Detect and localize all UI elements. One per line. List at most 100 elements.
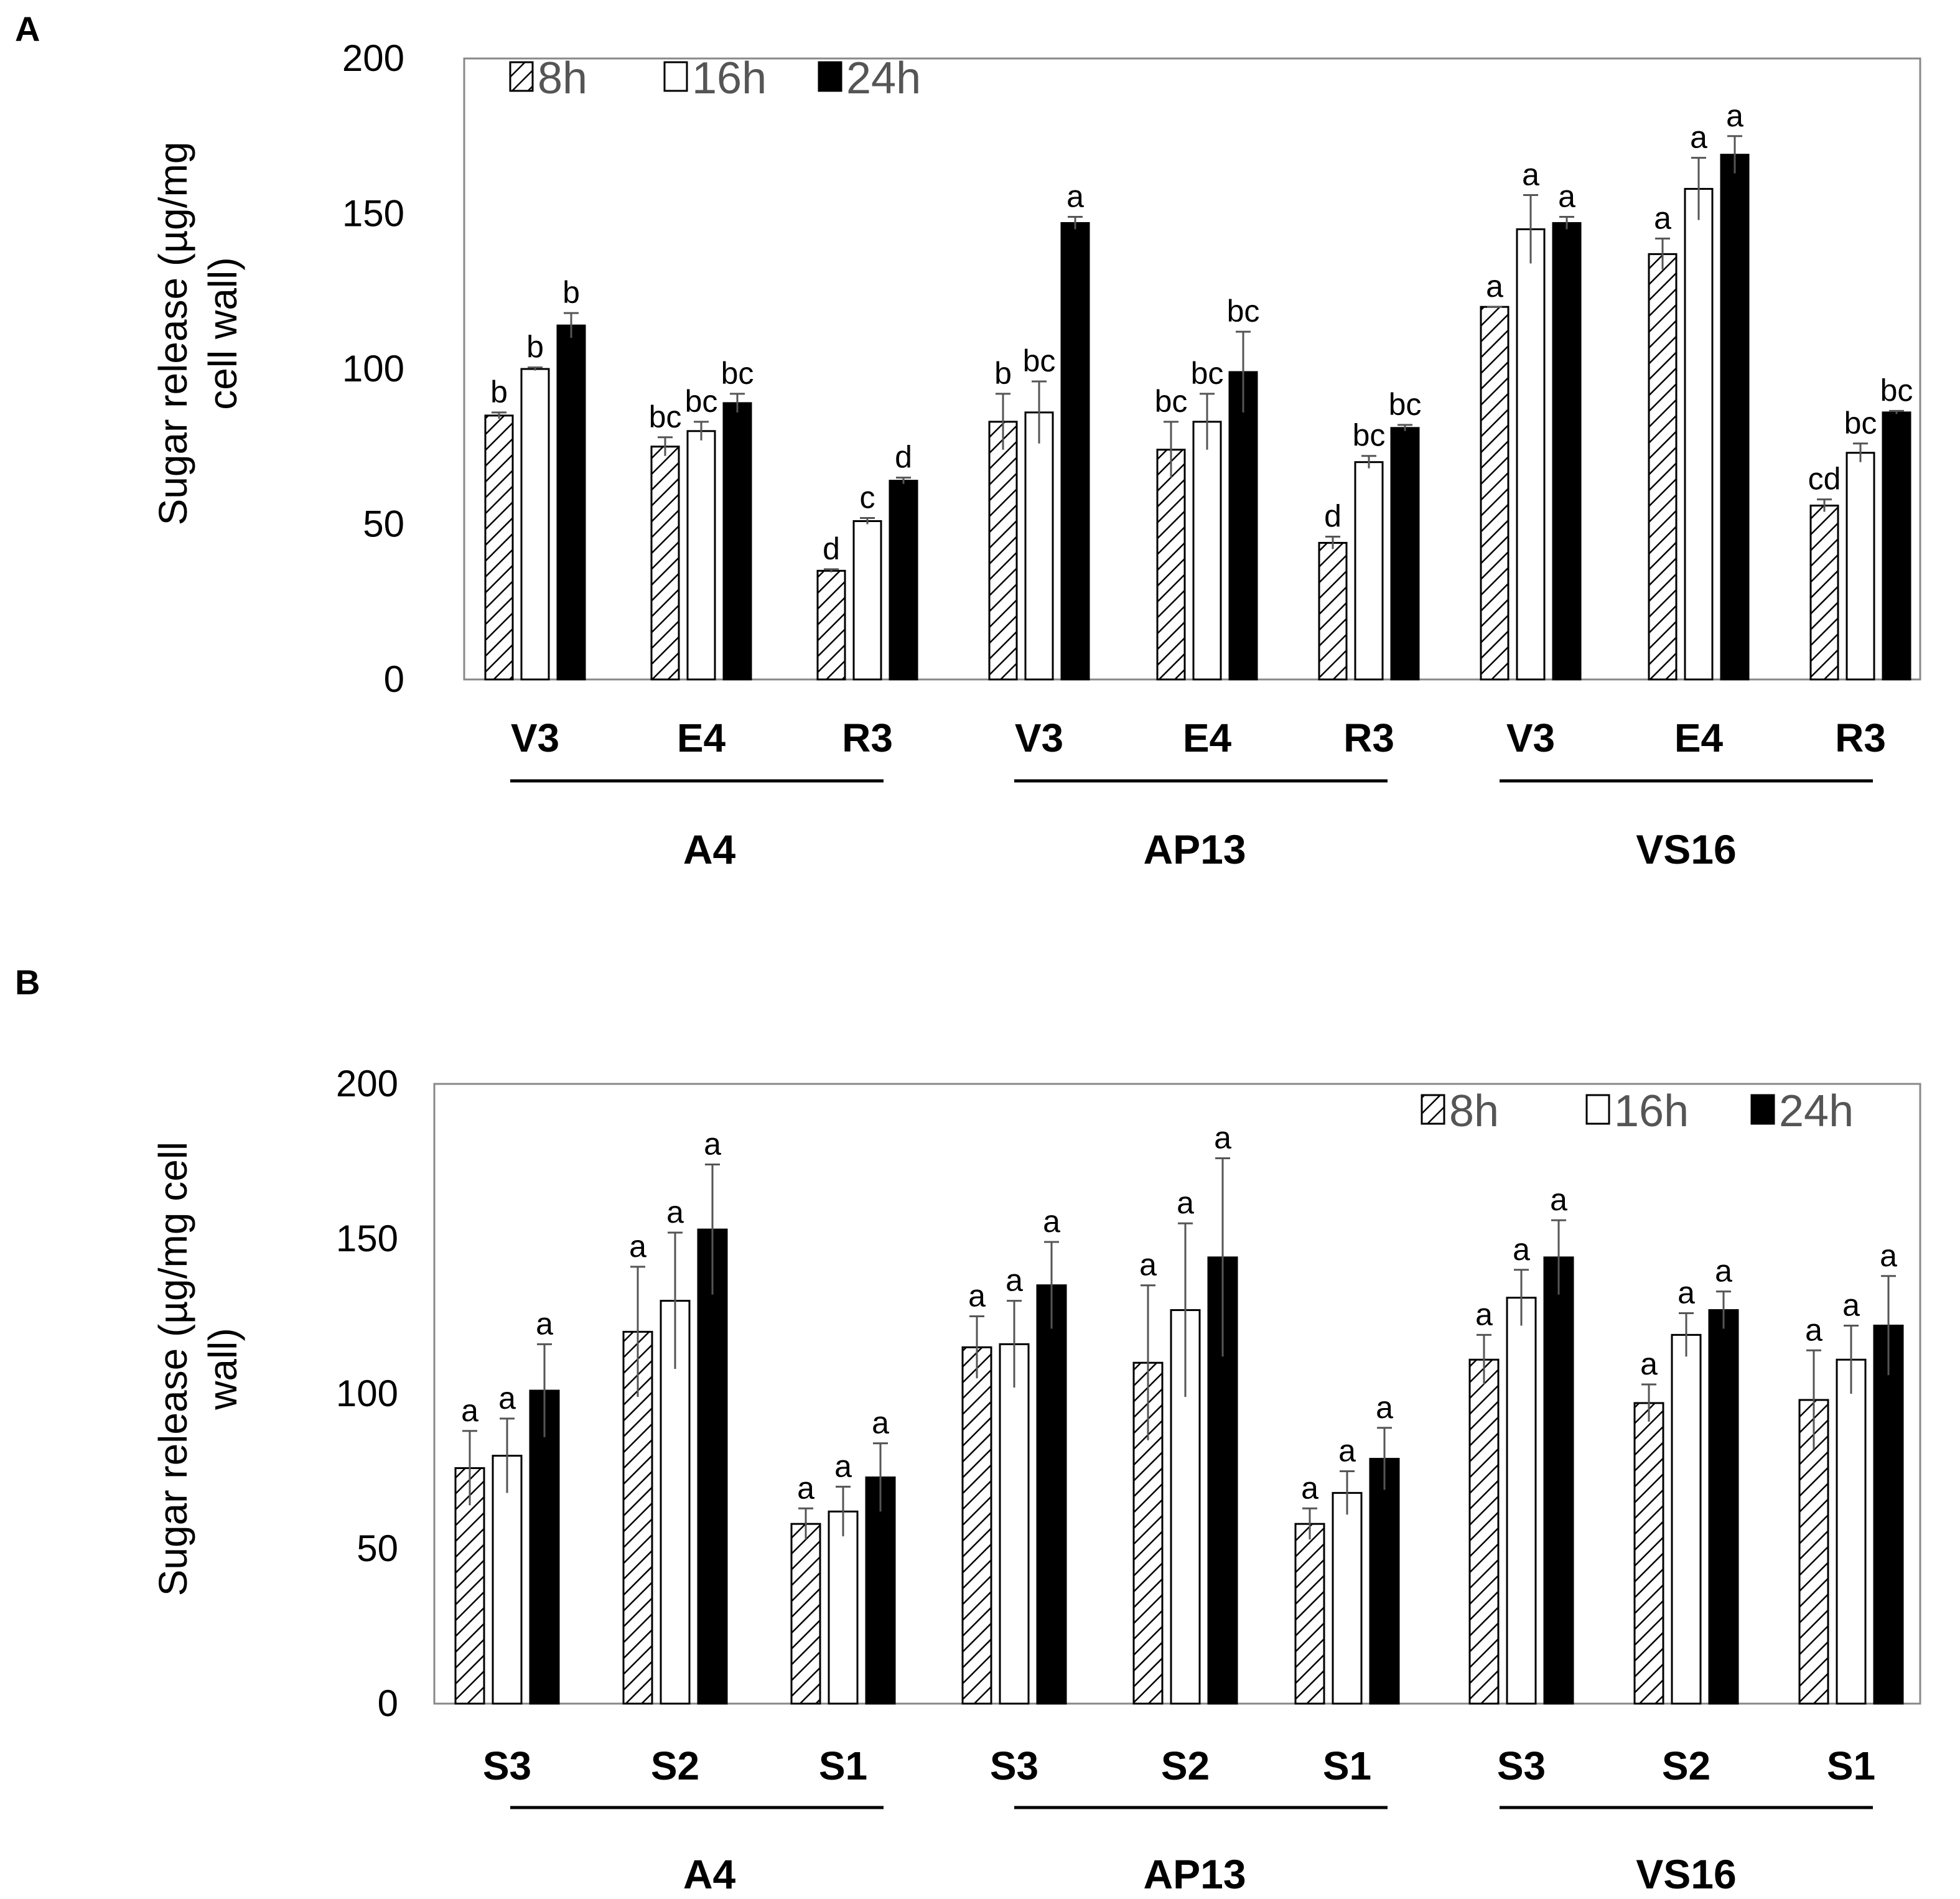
bar-24h-s2 — [697, 1228, 728, 1705]
x-tick-label: E4 — [677, 716, 726, 760]
significance-letter: a — [1376, 1390, 1393, 1425]
panel-letter-a: A — [15, 9, 40, 49]
bar-16h-e4 — [1684, 188, 1714, 681]
significance-letter: bc — [1023, 343, 1056, 378]
x-tick-label: S1 — [819, 1743, 867, 1788]
bar-8h-s1 — [1798, 1399, 1829, 1705]
significance-letter: a — [1006, 1263, 1023, 1298]
significance-letter: a — [1513, 1232, 1530, 1267]
bar-24h-s1 — [1873, 1324, 1904, 1705]
legend-a: 8h 16h 24h — [509, 54, 921, 103]
legend-swatch-24h — [1750, 1094, 1775, 1125]
bar-16h-s1 — [828, 1510, 859, 1705]
bar-8h-r3 — [1318, 541, 1348, 681]
significance-letter: a — [498, 1381, 516, 1416]
group-labels-b: A4 AP13 VS16 — [510, 1806, 1873, 1897]
significance-letter: a — [1842, 1287, 1860, 1322]
x-tick-label: S3 — [990, 1743, 1038, 1788]
y-axis-label-line: cell wall) — [200, 257, 245, 409]
significance-letter: b — [490, 375, 508, 409]
legend-label-8h: 8h — [538, 54, 587, 103]
significance-letter: bc — [1389, 387, 1422, 422]
bar-8h-s1 — [790, 1523, 821, 1705]
y-tick-label: 100 — [342, 348, 404, 390]
legend-b: 8h 16h 24h — [1421, 1086, 1854, 1136]
bar-16h-s3 — [492, 1455, 523, 1705]
group-label: VS16 — [1636, 826, 1736, 872]
bar-24h-s2 — [1708, 1309, 1739, 1705]
legend-label-8h: 8h — [1449, 1086, 1499, 1136]
bar-16h-e4 — [686, 430, 716, 681]
x-tick-label: E4 — [1674, 716, 1724, 760]
legend-label-24h: 24h — [846, 54, 921, 103]
y-tick-label: 200 — [336, 1063, 398, 1104]
bar-24h-s3 — [1036, 1284, 1067, 1705]
significance-letter: b — [562, 275, 580, 310]
bar-8h-s3 — [1468, 1358, 1500, 1705]
legend-swatch-8h — [509, 61, 534, 92]
legend-swatch-16h — [663, 61, 688, 92]
group-label: AP13 — [1143, 826, 1246, 872]
y-tick-label: 50 — [357, 1528, 398, 1569]
bar-8h-v3 — [988, 421, 1018, 681]
bar-16h-r3 — [852, 520, 882, 681]
plot-frame-a — [463, 57, 1921, 681]
bar-8h-s3 — [454, 1467, 485, 1705]
significance-letter: a — [1654, 200, 1671, 235]
y-tick-label: 0 — [378, 1682, 398, 1724]
bar-24h-s1 — [865, 1476, 896, 1705]
significance-letter: a — [1690, 120, 1707, 155]
significance-letter: a — [1475, 1297, 1493, 1332]
significance-letter: a — [797, 1470, 814, 1505]
significance-letter: bc — [1227, 294, 1260, 329]
y-axis-label-line: Sugar release (µg/mg — [151, 142, 195, 526]
bar-24h-v3 — [1552, 222, 1582, 681]
bar-16h-r3 — [1354, 461, 1384, 681]
x-tick-label: V3 — [1015, 716, 1063, 760]
significance-letter: a — [1338, 1434, 1356, 1468]
bar-8h-s2 — [1633, 1402, 1664, 1705]
x-tick-label: S1 — [1827, 1743, 1875, 1788]
legend-label-16h: 16h — [692, 54, 767, 103]
x-ticks-a: V3 E4 R3 V3 E4 R3 V3 E4 R3 — [511, 716, 1886, 760]
y-tick-label: 150 — [336, 1218, 398, 1259]
legend-swatch-16h — [1585, 1094, 1610, 1125]
x-tick-label: V3 — [511, 716, 559, 760]
bar-8h-r3 — [1809, 505, 1839, 681]
x-tick-label: S1 — [1323, 1743, 1371, 1788]
significance-letter: a — [1558, 179, 1575, 213]
bar-16h-e4 — [1192, 421, 1222, 681]
bar-24h-v3 — [1060, 222, 1090, 681]
y-ticks-a: 0 50 100 150 200 — [342, 37, 404, 700]
significance-letter: a — [1805, 1312, 1822, 1347]
bar-24h-s3 — [529, 1389, 560, 1705]
y-axis-label-b: Sugar release (µg/mg cell wall) — [151, 1142, 245, 1597]
bar-16h-s1 — [1836, 1358, 1867, 1705]
significance-letter: bc — [1844, 406, 1877, 441]
bar-16h-s3 — [999, 1343, 1030, 1705]
x-tick-label: R3 — [842, 716, 893, 760]
bar-24h-e4 — [1720, 154, 1750, 681]
group-label: A4 — [683, 1851, 736, 1897]
bar-16h-s2 — [1671, 1333, 1702, 1705]
significance-letter: a — [1066, 179, 1084, 213]
bar-24h-v3 — [556, 324, 586, 681]
bar-16h-r3 — [1846, 452, 1875, 681]
significance-letter: a — [536, 1306, 553, 1341]
significance-letter: a — [1550, 1182, 1567, 1217]
panel-b: B Sugar release (µg/mg cell wall) aaaaaa… — [15, 963, 1921, 1897]
bar-24h-r3 — [889, 480, 918, 681]
bar-24h-s3 — [1543, 1256, 1574, 1705]
group-labels-a: A4 AP13 VS16 — [510, 779, 1873, 872]
y-axis-label-line: wall) — [200, 1328, 245, 1411]
significance-letter: a — [1486, 269, 1503, 304]
significance-letter: bc — [649, 399, 682, 434]
significance-letter: d — [1324, 498, 1342, 533]
bar-8h-s1 — [1294, 1523, 1325, 1705]
significance-letter: bc — [1155, 384, 1188, 419]
significance-letter: a — [1640, 1346, 1658, 1381]
significance-letter: a — [834, 1449, 852, 1483]
x-tick-label: S2 — [651, 1743, 699, 1788]
